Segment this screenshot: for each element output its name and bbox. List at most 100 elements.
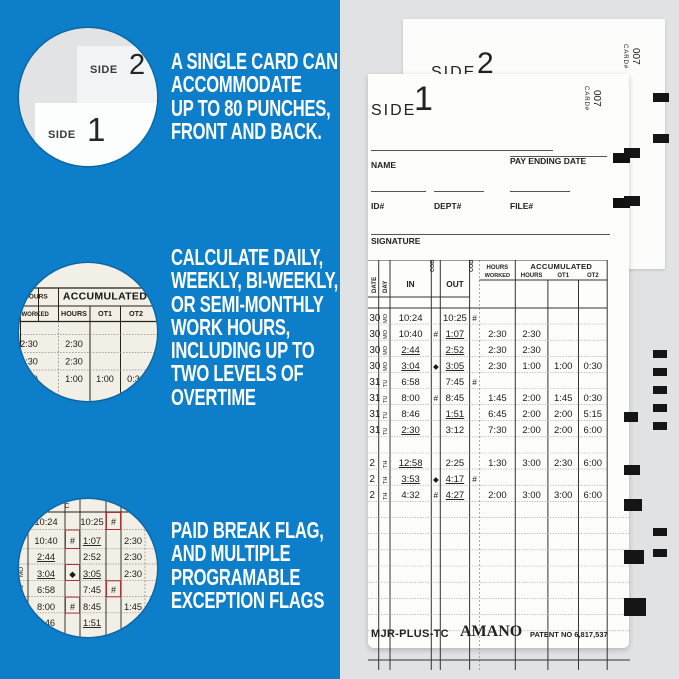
svg-text:3:12: 3:12 bbox=[446, 425, 465, 436]
svg-text:8:00: 8:00 bbox=[37, 602, 55, 612]
svg-text:#: # bbox=[433, 393, 438, 403]
svg-text:2:44: 2:44 bbox=[401, 345, 420, 356]
svg-text:3:04: 3:04 bbox=[401, 361, 420, 372]
svg-text:#: # bbox=[19, 323, 20, 333]
svg-text:8:45: 8:45 bbox=[83, 602, 101, 612]
svg-text:2:52: 2:52 bbox=[83, 552, 101, 562]
svg-text:31: 31 bbox=[370, 425, 381, 436]
svg-text:0:30: 0:30 bbox=[584, 361, 603, 372]
svg-text:WORKED: WORKED bbox=[485, 273, 510, 279]
svg-text:2:00: 2:00 bbox=[522, 425, 541, 436]
svg-text:4:17: 4:17 bbox=[446, 474, 465, 485]
svg-text:3:05: 3:05 bbox=[83, 569, 101, 579]
svg-text:2:00: 2:00 bbox=[554, 425, 573, 436]
svg-text:2:30: 2:30 bbox=[554, 458, 573, 469]
svg-text:2:30: 2:30 bbox=[20, 339, 38, 349]
svg-text:3:04: 3:04 bbox=[37, 569, 55, 579]
svg-text:31: 31 bbox=[370, 393, 381, 404]
svg-text:2:30: 2:30 bbox=[488, 345, 507, 356]
svg-text:◆: ◆ bbox=[69, 569, 76, 579]
svg-text:#: # bbox=[472, 377, 477, 387]
svg-text:2:30: 2:30 bbox=[124, 536, 142, 546]
svg-text:2: 2 bbox=[370, 458, 375, 469]
svg-text:HOURS: HOURS bbox=[24, 294, 48, 301]
svg-text:0:30: 0:30 bbox=[127, 374, 145, 384]
svg-text:2:30: 2:30 bbox=[20, 357, 38, 367]
svg-text:6:00: 6:00 bbox=[584, 425, 603, 436]
svg-text:CODE: CODE bbox=[430, 260, 436, 272]
svg-text:2:52: 2:52 bbox=[446, 345, 465, 356]
svg-text:8:45: 8:45 bbox=[446, 393, 465, 404]
svg-text:2:30: 2:30 bbox=[488, 361, 507, 372]
svg-text:2:30: 2:30 bbox=[522, 345, 541, 356]
svg-text:HOURS: HOURS bbox=[487, 265, 509, 271]
svg-text:MO: MO bbox=[383, 361, 389, 371]
svg-text:1:51: 1:51 bbox=[446, 409, 465, 420]
svg-text:2:30: 2:30 bbox=[488, 329, 507, 340]
svg-text:DAY: DAY bbox=[382, 281, 389, 293]
svg-text:1:07: 1:07 bbox=[83, 536, 101, 546]
svg-text:6:58: 6:58 bbox=[401, 377, 420, 388]
svg-text:7:45: 7:45 bbox=[446, 377, 465, 388]
svg-text:#: # bbox=[472, 474, 477, 484]
svg-text:10:24: 10:24 bbox=[34, 517, 57, 527]
svg-text:MO: MO bbox=[383, 345, 389, 355]
svg-text:8:00: 8:00 bbox=[401, 393, 420, 404]
svg-text:0:30: 0:30 bbox=[584, 393, 603, 404]
svg-text:ACCUMULATED: ACCUMULATED bbox=[530, 262, 592, 271]
svg-text:HOURS: HOURS bbox=[521, 273, 543, 279]
svg-text:10:24: 10:24 bbox=[399, 313, 423, 324]
svg-text:2:30: 2:30 bbox=[522, 329, 541, 340]
svg-text:3:53: 3:53 bbox=[401, 474, 420, 485]
svg-text:2:00: 2:00 bbox=[488, 490, 507, 501]
svg-text:#: # bbox=[111, 517, 116, 527]
svg-text:4:32: 4:32 bbox=[401, 490, 420, 501]
svg-text:2: 2 bbox=[370, 490, 375, 501]
svg-text:OT2: OT2 bbox=[129, 309, 143, 318]
svg-text:OT1: OT1 bbox=[98, 309, 112, 318]
svg-text:TU: TU bbox=[383, 428, 389, 435]
svg-text:30: 30 bbox=[370, 313, 381, 324]
svg-text:#: # bbox=[70, 602, 75, 612]
svg-text:2:44: 2:44 bbox=[37, 552, 55, 562]
svg-text:TU: TU bbox=[383, 396, 389, 403]
svg-text:2:30: 2:30 bbox=[124, 569, 142, 579]
svg-text:#: # bbox=[472, 313, 477, 323]
svg-text:1:45: 1:45 bbox=[554, 393, 573, 404]
svg-text:8:46: 8:46 bbox=[401, 409, 420, 420]
svg-text:6:00: 6:00 bbox=[584, 490, 603, 501]
svg-text:10:40: 10:40 bbox=[399, 329, 423, 340]
svg-text:3:00: 3:00 bbox=[522, 490, 541, 501]
svg-text:2:30: 2:30 bbox=[124, 552, 142, 562]
svg-text:CODE: CODE bbox=[469, 260, 475, 272]
svg-text:MO: MO bbox=[19, 535, 25, 545]
svg-text:7:45: 7:45 bbox=[83, 585, 101, 595]
svg-text:6:00: 6:00 bbox=[584, 458, 603, 469]
svg-text:2:00: 2:00 bbox=[522, 393, 541, 404]
svg-text:2:30: 2:30 bbox=[20, 374, 38, 384]
svg-text:1:07: 1:07 bbox=[446, 329, 465, 340]
svg-text:10:40: 10:40 bbox=[34, 536, 57, 546]
svg-text:2: 2 bbox=[370, 474, 375, 485]
svg-text:#: # bbox=[111, 585, 116, 595]
svg-text:OUT: OUT bbox=[446, 279, 464, 289]
svg-text:1:00: 1:00 bbox=[554, 361, 573, 372]
svg-text:C: C bbox=[119, 503, 124, 510]
svg-text:1:45: 1:45 bbox=[124, 602, 142, 612]
svg-text:2:30: 2:30 bbox=[65, 339, 83, 349]
svg-text:4:27: 4:27 bbox=[446, 490, 465, 501]
svg-text:IN: IN bbox=[406, 279, 414, 289]
svg-text:TH: TH bbox=[383, 461, 389, 468]
svg-text:2:25: 2:25 bbox=[446, 458, 465, 469]
svg-text:31: 31 bbox=[370, 409, 381, 420]
svg-text:1:00: 1:00 bbox=[65, 374, 83, 384]
svg-text:OT1: OT1 bbox=[557, 273, 569, 279]
svg-text:1:00: 1:00 bbox=[96, 374, 114, 384]
svg-text:MO: MO bbox=[383, 329, 389, 339]
svg-text:WORKED: WORKED bbox=[22, 312, 50, 318]
svg-text:30: 30 bbox=[370, 361, 381, 372]
svg-text:MO: MO bbox=[19, 516, 25, 526]
svg-text:3:05: 3:05 bbox=[446, 361, 465, 372]
svg-text:TU: TU bbox=[383, 412, 389, 419]
svg-text:6:45: 6:45 bbox=[488, 409, 507, 420]
